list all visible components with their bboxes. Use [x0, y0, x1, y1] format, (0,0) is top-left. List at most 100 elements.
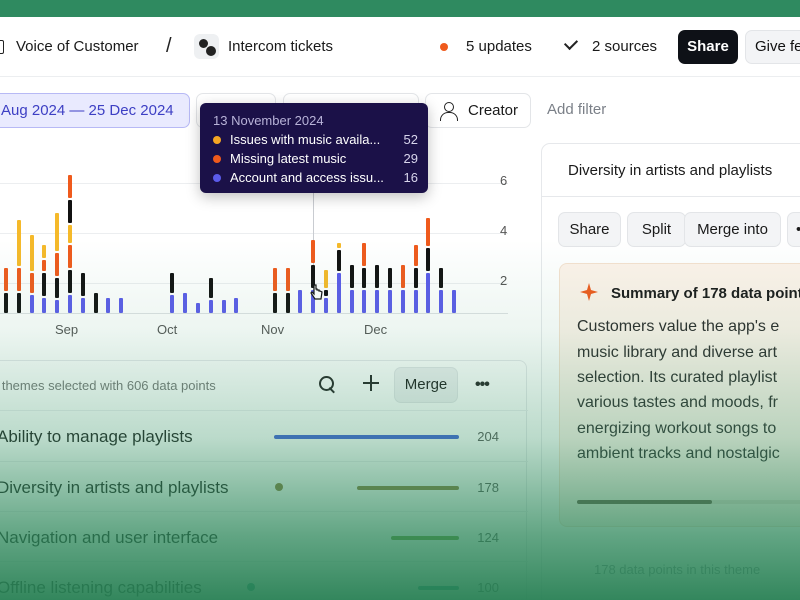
chart-bar-segment[interactable] — [400, 290, 405, 313]
chart-bar-segment[interactable] — [375, 265, 380, 288]
chart-bar-segment[interactable] — [234, 297, 239, 313]
chart-bar-segment[interactable] — [439, 290, 444, 313]
chart-bar-segment[interactable] — [285, 292, 290, 313]
detail-more-button[interactable]: ••• — [787, 212, 800, 247]
chart-bar-segment[interactable] — [362, 290, 367, 313]
chart-bar-segment[interactable] — [16, 267, 21, 291]
chart-bar-segment[interactable] — [413, 290, 418, 313]
chart-bar-segment[interactable] — [439, 267, 444, 288]
add-theme-icon[interactable] — [363, 375, 379, 391]
grid-line — [0, 233, 508, 234]
person-icon — [440, 102, 458, 121]
chart-bar-segment[interactable] — [55, 277, 60, 298]
chart-bar-segment[interactable] — [42, 272, 47, 296]
theme-row[interactable]: Diversity in artists and playlists 178 — [0, 461, 528, 511]
chart-bar-segment[interactable] — [55, 212, 60, 251]
chart-bar-segment[interactable] — [80, 272, 85, 296]
chart-bar-segment[interactable] — [426, 272, 431, 313]
merge-into-button[interactable]: Merge into — [684, 212, 781, 247]
chart-bar-segment[interactable] — [119, 297, 124, 313]
chart-bar-segment[interactable] — [68, 200, 72, 223]
chart-bar-segment[interactable] — [452, 290, 456, 313]
chart-bar-segment[interactable] — [29, 272, 34, 293]
chart-bar-segment[interactable] — [68, 225, 72, 243]
chart-bar-segment[interactable] — [55, 300, 60, 313]
chart-bar-segment[interactable] — [221, 300, 226, 313]
chart-bar-segment[interactable] — [272, 267, 277, 291]
legend-dot-icon — [213, 136, 221, 144]
breadcrumb-project[interactable]: Voice of Customer — [16, 38, 139, 55]
chart-bar-segment[interactable] — [375, 290, 380, 313]
updates-status[interactable]: 5 updates — [466, 38, 532, 55]
chart-bar-segment[interactable] — [272, 292, 277, 313]
search-icon[interactable] — [319, 376, 335, 392]
y-tick-label: 6 — [500, 173, 508, 188]
chart-tooltip: 13 November 2024 Issues with music avail… — [200, 103, 428, 193]
chart-bar-segment[interactable] — [68, 270, 72, 293]
breadcrumb-separator: / — [166, 35, 172, 57]
chart-bar-segment[interactable] — [4, 267, 8, 291]
chart-bar-segment[interactable] — [336, 272, 341, 313]
chart-bar-segment[interactable] — [29, 235, 34, 271]
merge-button[interactable]: Merge — [394, 367, 458, 403]
chart-bar-segment[interactable] — [426, 217, 431, 246]
chart-bar-segment[interactable] — [68, 295, 72, 313]
creator-filter[interactable]: Creator — [425, 93, 531, 128]
x-tick-label: Dec — [364, 322, 388, 337]
chart-bar-segment[interactable] — [68, 245, 72, 268]
chart-bar-segment[interactable] — [93, 292, 98, 313]
chart-bar-segment[interactable] — [362, 267, 367, 288]
more-options-icon[interactable]: ••• — [475, 376, 490, 393]
x-tick-label: Sep — [55, 322, 79, 337]
summary-title: Summary of 178 data point — [611, 285, 800, 302]
chart-bar-segment[interactable] — [311, 240, 316, 263]
chart-bar-segment[interactable] — [388, 267, 392, 288]
theme-row[interactable]: Navigation and user interface 124 — [0, 511, 528, 561]
chart-bar-segment[interactable] — [336, 242, 341, 248]
theme-row[interactable]: Offline listening capabilities 100 — [0, 561, 528, 600]
chart-bar-segment[interactable] — [55, 252, 60, 276]
chart-bar-segment[interactable] — [336, 250, 341, 271]
theme-count: 204 — [477, 429, 499, 444]
chart-bar-segment[interactable] — [106, 297, 111, 313]
chart-bar-segment[interactable] — [413, 267, 418, 288]
chart-bar-segment[interactable] — [208, 300, 213, 313]
tooltip-label: Issues with music availa... — [230, 132, 381, 147]
y-tick-label: 2 — [500, 273, 508, 288]
date-range-filter[interactable]: Aug 2024 — 25 Dec 2024 — [0, 93, 190, 128]
chart-bar-segment[interactable] — [426, 247, 431, 271]
chart-bar-segment[interactable] — [362, 242, 367, 266]
chart-bar-segment[interactable] — [42, 297, 47, 313]
chart-bar-segment[interactable] — [349, 290, 354, 313]
chart-bar-segment[interactable] — [16, 292, 21, 313]
chart-bar-segment[interactable] — [29, 295, 34, 313]
x-tick-label: Oct — [157, 322, 178, 337]
chart-bar-segment[interactable] — [183, 292, 188, 313]
sources-status[interactable]: 2 sources — [592, 38, 658, 55]
updates-dot-icon — [440, 43, 448, 51]
breadcrumb-source[interactable]: Intercom tickets — [228, 38, 334, 55]
chart-bar-segment[interactable] — [80, 297, 85, 313]
chart-bar-segment[interactable] — [170, 272, 175, 293]
chart-bar-segment[interactable] — [285, 267, 290, 291]
chart-bar-segment[interactable] — [388, 290, 392, 313]
theme-row[interactable]: Ability to manage playlists 204 — [0, 410, 528, 460]
chart-bar-segment[interactable] — [42, 260, 47, 271]
share-button[interactable]: Share — [678, 30, 738, 64]
chart-bar-segment[interactable] — [413, 245, 418, 266]
theme-name: Offline listening capabilities — [0, 578, 202, 597]
chart-bar-segment[interactable] — [16, 220, 21, 266]
split-button[interactable]: Split — [627, 212, 686, 247]
add-filter-button[interactable]: Add filter — [547, 101, 607, 118]
chart-bar-segment[interactable] — [170, 295, 175, 313]
chart-bar-segment[interactable] — [196, 302, 200, 313]
chart-bar-segment[interactable] — [4, 292, 8, 313]
chart-bar-segment[interactable] — [68, 175, 72, 198]
detail-share-button[interactable]: Share — [558, 212, 621, 247]
chart-bar-segment[interactable] — [298, 290, 303, 313]
give-feedback-button[interactable]: Give fe — [745, 30, 800, 64]
chart-bar-segment[interactable] — [208, 277, 213, 298]
chart-bar-segment[interactable] — [42, 245, 47, 258]
chart-bar-segment[interactable] — [349, 265, 354, 288]
chart-bar-segment[interactable] — [400, 265, 405, 288]
